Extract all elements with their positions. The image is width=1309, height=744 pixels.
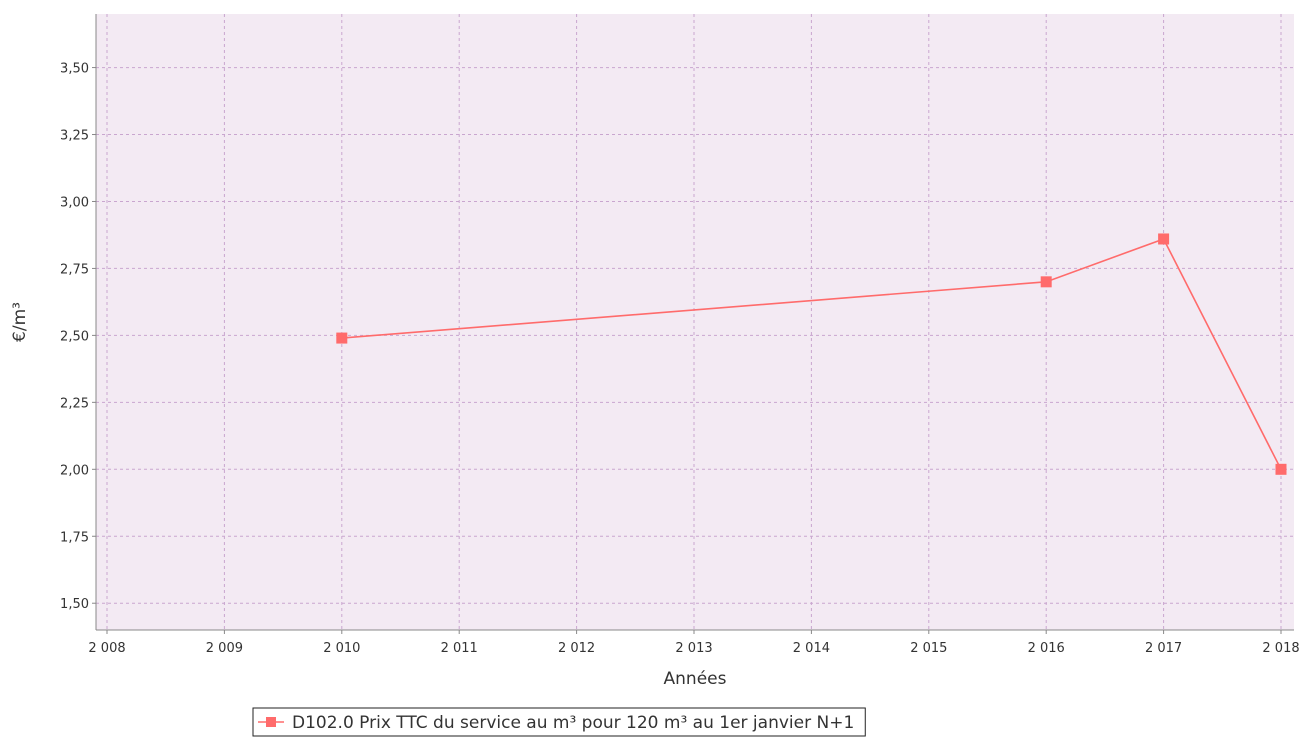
x-tick-label: 2 017 <box>1145 641 1182 656</box>
plot-area <box>96 14 1294 630</box>
grid-lines <box>96 14 1294 630</box>
legend-marker-swatch <box>266 717 276 727</box>
x-tick-label: 2 013 <box>675 641 712 656</box>
y-tick-label: 3,00 <box>60 195 89 210</box>
x-axis-title: Années <box>664 669 727 689</box>
legend: D102.0 Prix TTC du service au m³ pour 12… <box>252 707 866 737</box>
x-tick-label: 2 012 <box>558 641 595 656</box>
x-tick-label: 2 008 <box>88 641 125 656</box>
data-point-marker <box>1040 276 1052 288</box>
data-point-marker <box>1158 233 1170 245</box>
y-tick-label: 2,50 <box>60 329 89 344</box>
data-point-marker <box>1275 463 1287 475</box>
series-layer <box>336 233 1287 475</box>
x-tick-label: 2 010 <box>323 641 360 656</box>
data-point-marker <box>336 332 348 344</box>
x-tick-label: 2 018 <box>1262 641 1299 656</box>
x-tick-label: 2 016 <box>1028 641 1065 656</box>
y-tick-label: 1,50 <box>60 597 89 612</box>
series-line <box>341 237 1282 470</box>
x-tick-label: 2 014 <box>793 641 830 656</box>
y-tick-label: 2,00 <box>60 463 89 478</box>
y-tick-label: 3,25 <box>60 129 89 144</box>
y-tick-label: 3,50 <box>60 62 89 77</box>
x-tick-label: 2 011 <box>441 641 478 656</box>
x-tick-label: 2 009 <box>206 641 243 656</box>
y-tick-label: 2,75 <box>60 262 89 277</box>
tick-labels: 2 008 2 009 2 010 2 011 2 012 2 013 2 014 2 015… <box>60 62 1300 656</box>
x-tick-label: 2 015 <box>910 641 947 656</box>
y-tick-label: 2,25 <box>60 396 89 411</box>
axes <box>95 14 1294 631</box>
legend-label: D102.0 Prix TTC du service au m³ pour 12… <box>292 713 854 733</box>
y-axis-title: €/m³ <box>10 302 30 342</box>
y-tick-label: 1,75 <box>60 530 89 545</box>
legend-box <box>252 707 866 737</box>
